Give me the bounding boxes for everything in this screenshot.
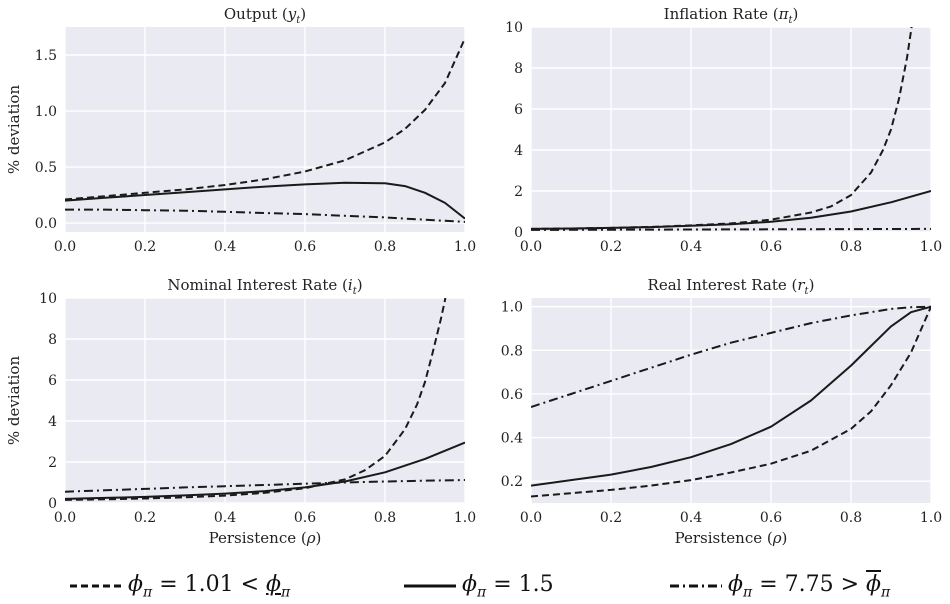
y-axis-label: % deviation — [5, 85, 23, 175]
x-tick-label: 0.0 — [520, 510, 542, 526]
x-tick-label: 0.4 — [680, 239, 702, 255]
legend-label-solid: ϕπ = 1.5 — [462, 572, 554, 600]
x-tick-label: 0.4 — [214, 510, 236, 526]
plot-area — [531, 27, 931, 232]
x-tick-label: 1.0 — [454, 239, 476, 255]
x-tick-label: 0.0 — [520, 239, 542, 255]
y-tick-label: 0.6 — [501, 387, 523, 403]
y-tick-label: 0.2 — [501, 474, 523, 490]
y-tick-label: 0 — [48, 496, 57, 512]
legend-item-dashed: ϕπ = 1.01 < ϕπ — [70, 568, 290, 604]
plot-area — [65, 298, 465, 503]
y-tick-label: 4 — [48, 414, 57, 430]
legend-swatch-dashdot — [670, 582, 722, 590]
panel-2: 0.0 0.2 0.4 0.6 0.8 1.0 0 2 4 6 8 10 Inflation Rate … — [505, 5, 942, 255]
y-tick-label: 8 — [48, 332, 57, 348]
y-tick-label: 4 — [514, 143, 523, 159]
x-axis-label: Persistence (ρ) — [209, 529, 322, 547]
legend-swatch-dashed — [70, 582, 122, 590]
y-tick-label: 2 — [514, 184, 523, 200]
x-tick-label: 0.8 — [374, 510, 396, 526]
x-tick-label: 0.6 — [760, 239, 782, 255]
y-tick-label: 6 — [48, 373, 57, 389]
y-tick-label: 1.5 — [35, 48, 57, 64]
legend-label-dashdot: ϕπ = 7.75 > ϕπ — [728, 572, 890, 600]
y-tick-label: 2 — [48, 455, 57, 471]
y-tick-label: 0.4 — [501, 431, 523, 447]
x-tick-label: 1.0 — [454, 510, 476, 526]
x-axis-label: Persistence (ρ) — [675, 529, 788, 547]
x-tick-label: 0.4 — [214, 239, 236, 255]
y-tick-label: 6 — [514, 102, 523, 118]
y-tick-label: 1.0 — [501, 300, 523, 316]
y-tick-label: 1.0 — [35, 104, 57, 120]
plot-area — [65, 27, 465, 232]
y-tick-label: 0.0 — [35, 216, 57, 232]
x-tick-label: 0.8 — [840, 239, 862, 255]
panel-3: 0.0 0.2 0.4 0.6 0.8 1.0 0 2 4 6 8 10 Nominal Interes… — [5, 276, 476, 547]
x-tick-label: 0.2 — [134, 510, 156, 526]
x-tick-label: 0.8 — [374, 239, 396, 255]
x-tick-label: 0.0 — [54, 239, 76, 255]
y-tick-label: 0.5 — [35, 160, 57, 176]
x-tick-label: 0.6 — [760, 510, 782, 526]
y-tick-label: 0 — [514, 225, 523, 241]
x-tick-label: 0.2 — [600, 239, 622, 255]
figure-canvas: 0.0 0.2 0.4 0.6 0.8 1.0 0.0 0.5 1.0 1.5 Output (yt… — [0, 0, 950, 568]
x-tick-label: 1.0 — [920, 239, 942, 255]
y-tick-label: 8 — [514, 61, 523, 77]
x-tick-label: 1.0 — [920, 510, 942, 526]
x-tick-label: 0.2 — [134, 239, 156, 255]
x-tick-label: 0.4 — [680, 510, 702, 526]
panel-title: Nominal Interest Rate (it) — [167, 276, 362, 297]
legend-label-dashed: ϕπ = 1.01 < ϕπ — [128, 572, 290, 600]
x-tick-label: 0.6 — [294, 239, 316, 255]
panel-title: Inflation Rate (πt) — [664, 5, 799, 26]
panel-title: Real Interest Rate (rt) — [648, 276, 815, 297]
x-tick-label: 0.8 — [840, 510, 862, 526]
x-tick-label: 0.0 — [54, 510, 76, 526]
panel-1: 0.0 0.2 0.4 0.6 0.8 1.0 0.0 0.5 1.0 1.5 Output (yt… — [5, 5, 476, 255]
x-tick-label: 0.6 — [294, 510, 316, 526]
panel-4: 0.0 0.2 0.4 0.6 0.8 1.0 0.2 0.4 0.6 0.8 1.0 Real In… — [501, 276, 942, 547]
legend-item-dashdot: ϕπ = 7.75 > ϕπ — [670, 568, 890, 604]
x-tick-label: 0.2 — [600, 510, 622, 526]
legend-swatch-solid — [404, 582, 456, 590]
legend-item-solid: ϕπ = 1.5 — [404, 568, 554, 604]
y-tick-label: 10 — [505, 20, 523, 36]
y-tick-label: 0.8 — [501, 343, 523, 359]
legend: ϕπ = 1.01 < ϕπ ϕπ = 1.5 ϕπ = 7.75 > ϕπ — [0, 568, 950, 604]
panel-title: Output (yt) — [224, 5, 306, 26]
y-axis-label: % deviation — [5, 356, 23, 446]
y-tick-label: 10 — [39, 291, 57, 307]
